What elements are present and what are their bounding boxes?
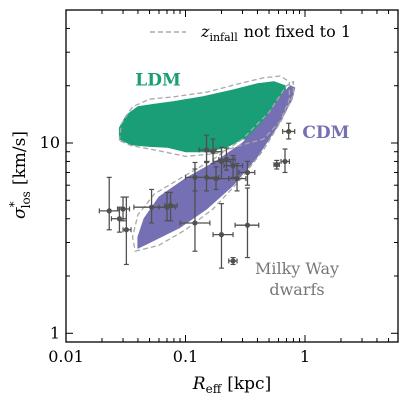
data-marker xyxy=(213,176,219,182)
data-marker xyxy=(282,158,288,165)
legend: zinfall not fixed to 1 xyxy=(150,22,351,44)
data-marker xyxy=(148,204,155,210)
x-axis-label-unit: [kpc] xyxy=(227,374,271,394)
y-axis-label-sup: * xyxy=(7,201,21,207)
y-tick-label: 10 xyxy=(40,133,60,152)
y-axis-label-sub: los xyxy=(19,191,33,208)
data-marker xyxy=(192,220,198,226)
x-tick-label: 0.1 xyxy=(173,347,198,366)
data-point xyxy=(238,160,256,186)
data-point xyxy=(212,203,234,269)
data-marker xyxy=(230,258,236,264)
y-axis-label: σ*los [km/s] xyxy=(7,131,33,219)
data-marker xyxy=(120,206,126,212)
ldm-label: LDM xyxy=(135,71,181,91)
data-point xyxy=(228,162,247,192)
ldm-dashed-contour xyxy=(118,75,291,158)
data-marker xyxy=(244,169,251,176)
data-marker xyxy=(244,222,251,228)
y-tick-label: 1 xyxy=(50,323,60,342)
data-point xyxy=(282,122,296,140)
x-axis-label: Reff [kpc] xyxy=(192,374,271,396)
data-marker xyxy=(223,156,230,163)
legend-label-var: z xyxy=(200,22,210,41)
data-point xyxy=(110,206,127,233)
legend-label-rest: not fixed to 1 xyxy=(244,22,351,41)
x-tick-label: 1 xyxy=(300,347,310,366)
data-marker xyxy=(106,208,112,214)
plot-frame xyxy=(65,9,399,343)
points-layer xyxy=(98,122,296,269)
legend-label: zinfall not fixed to 1 xyxy=(200,22,351,44)
data-point xyxy=(228,256,238,266)
data-point xyxy=(116,196,131,222)
data-point xyxy=(122,196,132,266)
data-marker xyxy=(123,227,129,233)
milky-way-dwarfs-annotation-line2: dwarfs xyxy=(269,280,324,299)
ticks-layer: 0.01 0.1 1 1 10 xyxy=(40,9,399,366)
cdm-label: CDM xyxy=(302,123,349,143)
data-marker xyxy=(234,176,240,182)
data-point xyxy=(218,147,236,171)
data-point xyxy=(158,191,176,222)
data-marker xyxy=(230,163,236,169)
data-marker xyxy=(274,162,280,168)
data-marker xyxy=(286,128,292,135)
x-axis-label-sub: eff xyxy=(206,382,223,396)
data-point xyxy=(223,154,244,178)
data-marker xyxy=(164,204,170,210)
data-point xyxy=(280,148,290,174)
x-tick-label: 0.01 xyxy=(48,347,84,366)
data-marker xyxy=(218,158,225,165)
data-marker xyxy=(116,216,123,222)
y-axis-label-var: σ xyxy=(10,207,30,219)
data-marker xyxy=(218,232,225,238)
data-marker xyxy=(210,149,216,155)
legend-label-sub: infall xyxy=(209,31,238,44)
data-point xyxy=(234,187,260,259)
milky-way-dwarfs-annotation-line1: Milky Way xyxy=(255,259,339,278)
x-axis-label-var: R xyxy=(192,374,206,394)
y-axis-label-unit: [km/s] xyxy=(10,131,30,185)
data-point xyxy=(273,159,280,170)
